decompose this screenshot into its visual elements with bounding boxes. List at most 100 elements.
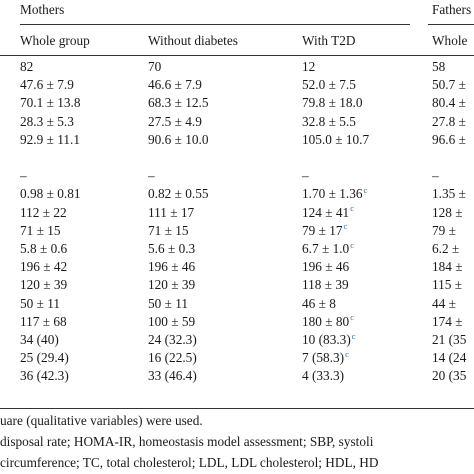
table-cell-fathers-whole: 1.35 ± — [432, 186, 466, 202]
cell-value: 79 ± — [432, 222, 456, 238]
table-cell-without-diabetes: 16 (22.5) — [148, 350, 197, 366]
table-cell-whole-group: 25 (29.4) — [20, 350, 69, 366]
significance-superscript: c — [343, 221, 348, 232]
table-cell-whole-group: 71 ± 15 — [20, 223, 61, 239]
table-cell-fathers-whole: 174 ± — [432, 314, 463, 330]
cell-value: 28.3 ± 5.3 — [20, 113, 74, 129]
cell-value: 36 (42.3) — [20, 368, 69, 384]
table-cell-without-diabetes: 5.6 ± 0.3 — [148, 241, 195, 257]
cell-value: 20 (35 — [432, 368, 467, 384]
table-cell-fathers-whole: 27.8 ± — [432, 114, 466, 130]
cell-value: 70 — [148, 59, 162, 74]
cell-value: 105.0 ± 10.7 — [302, 131, 370, 147]
cell-value: 79 ± 17 — [302, 222, 343, 238]
cell-value: – — [20, 168, 27, 184]
table-cell-without-diabetes: 120 ± 39 — [148, 277, 195, 293]
significance-superscript: c — [350, 312, 354, 323]
table-cell-without-diabetes: – — [148, 168, 155, 184]
table-cell-fathers-whole: 128 ± — [432, 205, 463, 221]
table-cell-with-t2d: – — [302, 168, 309, 184]
table-cell-with-t2d: 196 ± 46 — [302, 259, 349, 275]
table-cell-whole-group: 50 ± 11 — [20, 296, 60, 312]
cell-value: 1.70 ± 1.36 — [302, 186, 363, 202]
table-cell-with-t2d: 6.7 ± 1.0c — [302, 239, 354, 257]
cell-value: 27.5 ± 4.9 — [148, 113, 202, 129]
cell-value: 117 ± 68 — [20, 313, 67, 329]
table-cell-fathers-whole: 58 — [432, 59, 445, 75]
cell-value: 14 (24 — [432, 350, 467, 366]
cell-value: 6.7 ± 1.0 — [302, 241, 350, 256]
table-cell-with-t2d: 180 ± 80c — [302, 312, 354, 330]
cell-value: 79.8 ± 18.0 — [302, 95, 363, 111]
cell-value: 16 (22.5) — [148, 350, 197, 366]
table-cell-with-t2d: 124 ± 41c — [302, 204, 354, 221]
table-cell-fathers-whole: 50.7 ± — [432, 77, 466, 93]
table-cell-with-t2d: 46 ± 8 — [302, 296, 336, 312]
cell-value: 80.4 ± — [432, 95, 466, 111]
table-cell-whole-group: 47.6 ± 7.9 — [20, 77, 74, 93]
table-cell-without-diabetes: 33 (46.4) — [148, 368, 197, 384]
table-cell-with-t2d: 1.70 ± 1.36c — [302, 186, 367, 202]
cell-value: 70.1 ± 13.8 — [20, 95, 81, 111]
significance-superscript: c — [363, 184, 368, 195]
table-cell-without-diabetes: 100 ± 59 — [148, 314, 195, 330]
cell-value: 6.2 ± — [432, 241, 460, 256]
cell-value: 115 ± — [432, 277, 463, 293]
cell-value: 184 ± — [432, 259, 463, 275]
cell-value: 27.8 ± — [432, 113, 466, 129]
column-header-whole-group: Whole group — [20, 33, 90, 48]
table-cell-with-t2d: 79 ± 17c — [302, 221, 348, 239]
footnote-line-1: uare (qualitative variables) were used. — [0, 413, 203, 428]
header-bottom-rule — [0, 55, 474, 56]
cell-value: – — [302, 168, 309, 184]
cell-value: 46.6 ± 7.9 — [148, 77, 202, 93]
cell-value: 71 ± 15 — [20, 222, 61, 238]
cell-value: 7 (58.3) — [302, 350, 345, 366]
cell-value: 174 ± — [432, 313, 463, 329]
table-cell-without-diabetes: 196 ± 46 — [148, 259, 195, 275]
table-cell-without-diabetes: 27.5 ± 4.9 — [148, 114, 202, 130]
table-cell-with-t2d: 118 ± 39 — [302, 277, 349, 293]
table-cell-without-diabetes: 68.3 ± 12.5 — [148, 95, 209, 111]
table-cell-whole-group: 117 ± 68 — [20, 314, 67, 330]
cell-value: 90.6 ± 10.0 — [148, 131, 209, 147]
table-cell-whole-group: 196 ± 42 — [20, 259, 67, 275]
cell-value: 4 (33.3) — [302, 368, 345, 384]
table-cell-whole-group: 34 (40) — [20, 332, 59, 348]
cell-value: 46 ± 8 — [302, 295, 336, 311]
table-cell-whole-group: 82 — [20, 59, 33, 75]
fathers-underline — [428, 24, 474, 25]
table-cell-with-t2d: 7 (58.3)c — [302, 350, 349, 366]
table-cell-fathers-whole: 21 (35 — [432, 332, 466, 348]
table-cell-fathers-whole: 96.6 ± — [432, 132, 466, 148]
table-cell-whole-group: 70.1 ± 13.8 — [20, 95, 81, 111]
cell-value: – — [148, 168, 155, 184]
cell-value: 120 ± 39 — [20, 277, 68, 293]
cell-value: 180 ± 80 — [302, 313, 350, 329]
footnote-line-3: circumference; TC, total cholesterol; LD… — [0, 455, 379, 470]
cell-value: 96.6 ± — [432, 131, 466, 147]
footnote-line-2: disposal rate; HOMA-IR, homeostasis mode… — [0, 434, 374, 449]
cell-value: 33 (46.4) — [148, 368, 197, 384]
cell-value: 5.6 ± 0.3 — [148, 241, 196, 256]
table-cell-fathers-whole: 44 ± — [432, 296, 456, 312]
cell-value: 52.0 ± 7.5 — [302, 77, 356, 93]
group-header-mothers: Mothers — [20, 2, 65, 17]
table-cell-whole-group: 92.9 ± 11.1 — [20, 132, 80, 148]
cell-value: 0.98 ± 0.81 — [20, 186, 81, 202]
cell-value: 196 ± 46 — [148, 259, 196, 275]
table-cell-without-diabetes: 50 ± 11 — [148, 296, 188, 312]
cell-value: 12 — [302, 59, 316, 74]
cell-value: 50 ± 11 — [148, 295, 189, 311]
cell-value: 120 ± 39 — [148, 277, 196, 293]
cell-value: 50.7 ± — [432, 77, 466, 93]
table-cell-whole-group: 28.3 ± 5.3 — [20, 114, 74, 130]
significance-superscript: c — [351, 330, 356, 341]
table-cell-fathers-whole: 6.2 ± — [432, 241, 459, 257]
cell-value: 118 ± 39 — [302, 277, 349, 293]
cell-value: 32.8 ± 5.5 — [302, 113, 356, 129]
cell-value: 111 ± 17 — [148, 204, 195, 220]
cell-value: 50 ± 11 — [20, 295, 61, 311]
significance-superscript: c — [350, 239, 354, 250]
